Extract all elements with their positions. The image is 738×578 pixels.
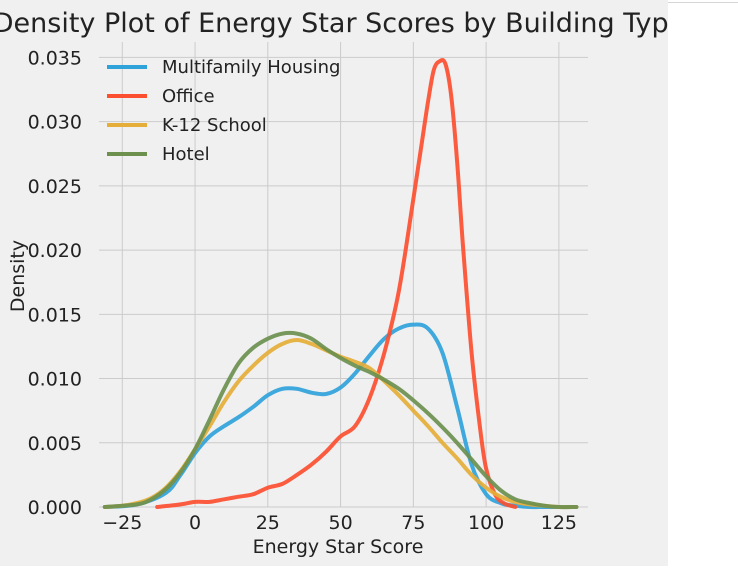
x-tick-label: 75 — [401, 512, 425, 534]
y-tick-label: 0.030 — [28, 112, 82, 134]
density-lines — [102, 58, 579, 510]
grid — [99, 42, 588, 508]
density-chart: Density Plot of Energy Star Scores by Bu… — [0, 8, 685, 558]
chart-figure: Density Plot of Energy Star Scores by Bu… — [0, 0, 685, 566]
series-line-office — [155, 58, 518, 509]
legend-label-multifamily-housing: Multifamily Housing — [162, 57, 340, 78]
x-tick-label: 0 — [189, 512, 201, 534]
y-tick-label: 0.010 — [28, 369, 82, 391]
y-tick-label: 0.005 — [28, 433, 82, 455]
y-tick-label: 0.035 — [28, 47, 82, 69]
y-axis-label: Density — [7, 240, 29, 312]
x-tick-label: 25 — [256, 512, 280, 534]
y-tick-labels: 0.000 0.005 0.010 0.015 0.020 0.025 0.030 0.035 — [28, 47, 82, 519]
legend-label-hotel: Hotel — [162, 144, 210, 165]
x-tick-label: −25 — [102, 512, 142, 534]
legend-label-office: Office — [162, 86, 215, 107]
chart-title: Density Plot of Energy Star Scores by Bu… — [0, 8, 668, 39]
legend-label-k-12-school: K-12 School — [162, 115, 267, 136]
x-tick-label: 100 — [468, 512, 504, 534]
y-tick-label: 0.000 — [28, 497, 82, 519]
x-tick-label: 50 — [328, 512, 352, 534]
y-tick-label: 0.020 — [28, 240, 82, 262]
legend: Multifamily Housing Office K-12 School Hote… — [107, 57, 340, 165]
x-tick-label: 125 — [541, 512, 577, 534]
y-tick-label: 0.015 — [28, 304, 82, 326]
x-axis-label: Energy Star Score — [253, 536, 424, 558]
series-line-hotel — [102, 330, 579, 510]
y-tick-label: 0.025 — [28, 176, 82, 198]
x-tick-labels: −25 0 25 50 75 100 125 — [102, 512, 577, 534]
